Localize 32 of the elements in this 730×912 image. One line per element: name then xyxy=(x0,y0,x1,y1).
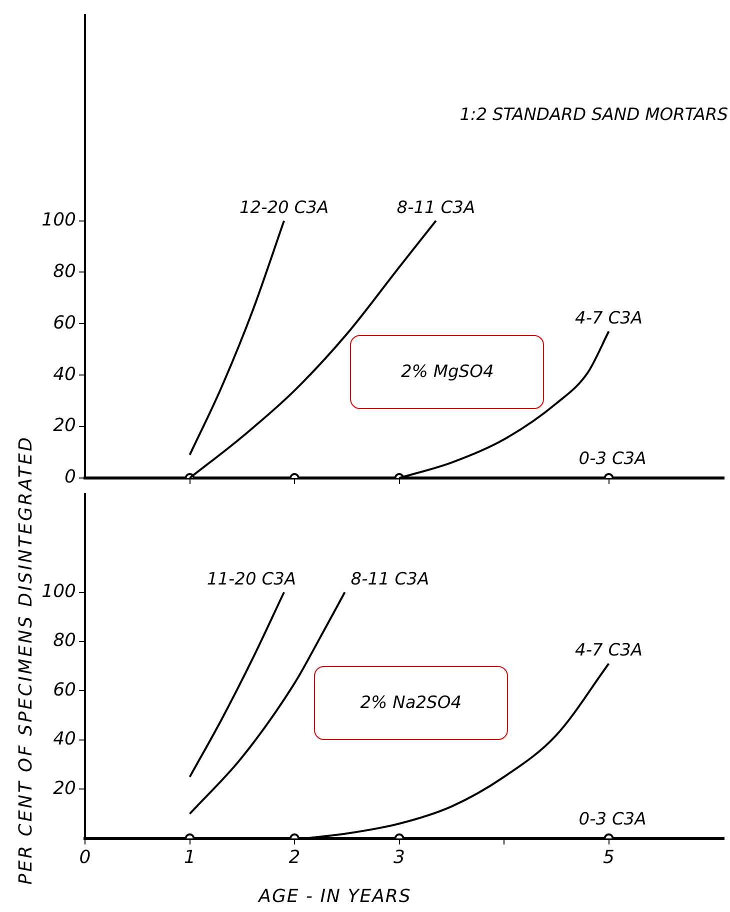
y-tick-label: 0 xyxy=(64,466,76,488)
series-label: 0-3 C3A xyxy=(578,449,646,469)
x-tick-label: 2 xyxy=(288,846,300,868)
series-label: 0-3 C3A xyxy=(578,809,646,830)
series-label: 12-20 C3A xyxy=(239,198,329,218)
series-label: 4-7 C3A xyxy=(575,640,643,661)
y-tick-label: 40 xyxy=(53,364,76,385)
y-tick-label: 80 xyxy=(53,630,76,652)
line-series xyxy=(188,591,286,778)
y-tick-label: 80 xyxy=(53,260,76,282)
x-tick-label: 0 xyxy=(79,846,91,868)
y-tick-label: 100 xyxy=(42,209,76,230)
y-tick-label: 20 xyxy=(53,778,76,799)
y-tick-label: 60 xyxy=(53,312,76,334)
line-series xyxy=(188,591,346,815)
x-tick-label: 1 xyxy=(184,846,196,868)
series-label: 4-7 C3A xyxy=(575,308,643,328)
x-axis-title: AGE - IN YEARS xyxy=(258,886,412,907)
x-tick-label: 3 xyxy=(394,846,405,868)
y-tick-label: 60 xyxy=(53,679,76,700)
series-label: 8-11 C3A xyxy=(396,198,476,218)
y-tick-label: 100 xyxy=(42,580,76,602)
y-axis-title: PER CENT OF SPECIMENS DISINTEGRATED xyxy=(16,435,36,885)
y-tick-label: 40 xyxy=(53,728,76,750)
x-tick-label: 5 xyxy=(603,846,614,868)
text: 1:2 STANDARD SAND MORTARS xyxy=(460,105,728,125)
annotation: 2% Na2SO4 xyxy=(314,666,508,740)
series-label: 8-11 C3A xyxy=(350,569,430,590)
annotation: 2% MgSO4 xyxy=(350,335,544,409)
line-series xyxy=(188,220,286,456)
y-tick-label: 20 xyxy=(53,415,76,436)
series-label: 11-20 C3A xyxy=(206,569,296,590)
